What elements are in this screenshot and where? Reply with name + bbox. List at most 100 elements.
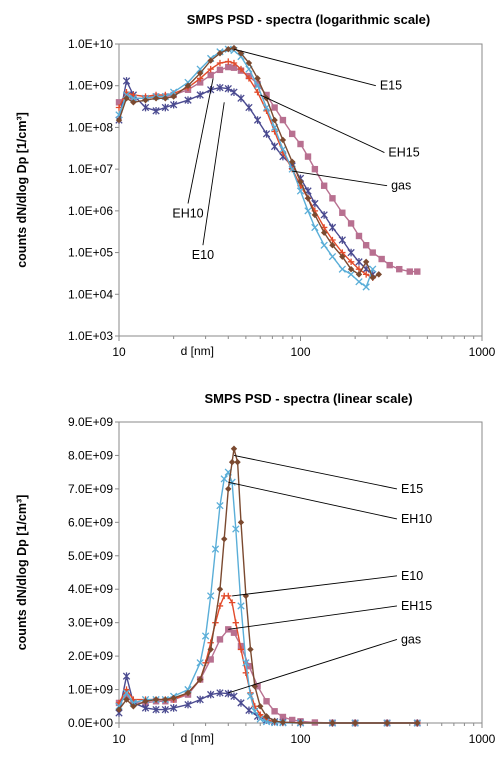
data-point <box>152 696 160 703</box>
data-point <box>196 676 204 683</box>
data-point <box>304 195 312 202</box>
data-point <box>311 223 319 232</box>
data-point <box>225 58 232 65</box>
data-point <box>196 79 204 86</box>
data-point <box>220 475 228 483</box>
data-point <box>207 71 214 79</box>
data-point <box>347 270 355 279</box>
data-point <box>369 249 376 256</box>
data-point <box>141 103 150 112</box>
data-point <box>304 153 312 160</box>
y-tick-label: 7.0E+09 <box>68 482 113 496</box>
data-point <box>245 75 253 82</box>
annotation-line <box>228 605 398 630</box>
data-point <box>230 629 238 636</box>
annotation-label: gas <box>391 179 411 193</box>
chart-title: SMPS PSD - spectra (linear scale) <box>204 391 412 406</box>
data-point <box>201 632 210 640</box>
data-point <box>329 719 336 727</box>
annotation-line <box>292 170 388 187</box>
data-point <box>237 646 245 653</box>
data-point <box>207 656 214 663</box>
data-point <box>355 258 363 266</box>
data-point <box>237 699 245 707</box>
data-point <box>216 50 224 57</box>
data-point <box>228 458 236 466</box>
data-point <box>184 78 192 87</box>
data-point <box>123 696 130 703</box>
y-tick-label: 1.0E+07 <box>68 162 113 176</box>
annotation-line <box>233 455 398 490</box>
data-point <box>414 719 421 727</box>
data-point <box>225 46 232 53</box>
annotation-label: E10 <box>192 248 214 262</box>
chart-log: SMPS PSD - spectra (logarithmic scale) 1.… <box>15 12 496 359</box>
annotation-label: gas <box>401 632 421 646</box>
data-point <box>123 693 130 700</box>
data-point <box>246 692 255 700</box>
data-point <box>279 713 287 721</box>
data-point <box>320 182 328 189</box>
data-point <box>288 130 296 138</box>
chart-linear: SMPS PSD - spectra (linear scale) 0.0E+00… <box>15 391 496 746</box>
data-point <box>207 57 214 64</box>
data-point <box>216 83 224 92</box>
data-point <box>251 707 259 715</box>
data-point <box>207 690 215 699</box>
data-point <box>122 689 131 697</box>
series-eh10 <box>115 45 377 291</box>
data-point <box>320 241 328 249</box>
data-point <box>152 95 160 102</box>
data-point <box>279 116 287 124</box>
data-point <box>207 592 215 600</box>
data-point <box>232 525 240 533</box>
data-point <box>378 255 385 263</box>
data-point <box>271 708 278 715</box>
data-point <box>115 706 123 713</box>
data-point <box>271 104 278 111</box>
y-tick-label: 1.0E+09 <box>68 683 113 697</box>
data-point <box>115 99 123 106</box>
y-tick-label: 5.0E+09 <box>68 549 113 563</box>
x-tick-label: 1000 <box>469 345 496 359</box>
data-point <box>254 80 261 88</box>
y-tick-label: 1.0E+04 <box>68 287 113 301</box>
data-point <box>142 96 149 104</box>
data-point <box>297 140 304 148</box>
data-point <box>170 93 177 100</box>
data-point <box>263 91 270 99</box>
data-point <box>232 619 239 626</box>
annotation-line <box>233 48 376 87</box>
data-point <box>338 265 346 273</box>
annotation-line <box>228 481 398 520</box>
annotation-label: E15 <box>401 482 423 496</box>
data-point <box>262 130 271 138</box>
data-point <box>207 639 214 646</box>
data-point <box>224 84 232 93</box>
x-tick-label: 100 <box>290 732 310 746</box>
y-tick-label: 1.0E+08 <box>68 120 113 134</box>
data-point <box>130 91 137 99</box>
annotation-label: E10 <box>401 569 423 583</box>
data-point <box>257 711 264 718</box>
data-point <box>224 689 232 698</box>
y-tick-label: 6.0E+09 <box>68 515 113 529</box>
data-point <box>211 545 220 553</box>
data-point <box>130 99 137 106</box>
data-point <box>216 586 224 593</box>
data-point <box>329 195 336 202</box>
data-point <box>245 103 253 112</box>
data-point <box>339 209 346 216</box>
data-point <box>355 278 363 286</box>
data-point <box>216 59 224 67</box>
data-point <box>130 703 137 710</box>
series-line <box>118 448 418 724</box>
x-axis-label: d [nm] <box>181 344 214 358</box>
y-tick-label: 1.0E+09 <box>68 79 113 93</box>
y-tick-label: 1.0E+06 <box>68 204 113 218</box>
data-point <box>279 136 287 144</box>
data-point <box>406 268 413 275</box>
data-point <box>297 719 304 727</box>
data-point <box>184 96 192 104</box>
data-point <box>288 716 296 724</box>
